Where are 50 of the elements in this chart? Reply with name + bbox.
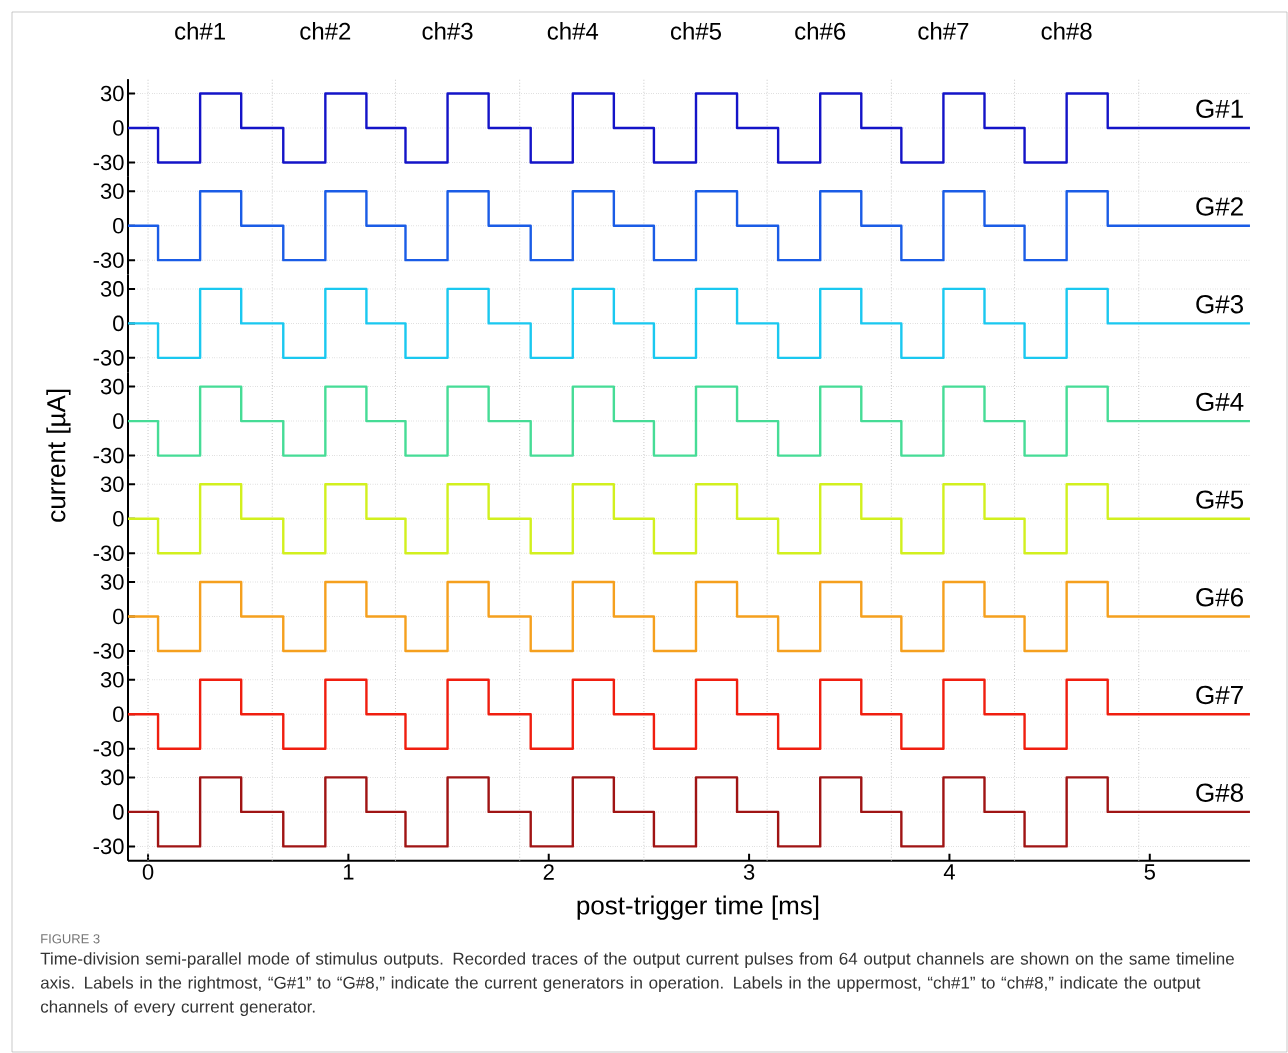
y-tick-label: 0 [113,804,124,820]
annotation: ch#4 [547,22,599,40]
caption: FIGURE 3 [41,934,100,944]
x-tick-label: 5 [1144,864,1155,880]
y-tick-label: 30 [100,476,124,493]
annotation: ch#6 [795,22,846,40]
y-tick-label: 0 [113,413,124,429]
series-label: G#2 [1196,197,1243,216]
y-tick-label: 30 [100,183,124,199]
y-tick-label: -30 [93,838,124,855]
x-tick-label: 0 [142,864,154,880]
y-tick-label: 30 [100,281,124,297]
series-label: G#7 [1196,685,1243,705]
y-tick-label: 30 [100,769,124,786]
annotation: ch#1 [175,22,225,40]
annotation: ch#7 [918,22,969,40]
annotation: ch#5 [670,22,721,40]
y-axis-title: current [µA] [46,389,71,522]
y-tick-label: -30 [93,545,124,562]
y-tick-label: 0 [113,217,124,234]
y-tick-label: -30 [93,350,124,366]
x-axis-title: post-trigger time [ms] [577,895,819,920]
x-tick-label: 4 [943,864,955,880]
series-label: G#5 [1196,490,1244,509]
y-tick-label: -30 [93,740,124,757]
series-label: G#8 [1196,783,1244,802]
x-tick-label: 2 [543,864,554,880]
y-tick-label: 0 [113,315,124,332]
y-tick-label: 30 [100,671,124,688]
x-tick-label: 1 [343,864,354,880]
y-tick-label: -30 [93,643,124,659]
series-label: G#6 [1196,588,1243,607]
y-tick-label: 0 [113,706,124,722]
series-label: G#4 [1196,392,1244,412]
y-tick-label: -30 [93,447,124,464]
annotation: ch#3 [422,22,473,40]
y-tick-label: 0 [113,608,124,625]
annotation: ch#2 [300,22,351,40]
y-tick-label: 30 [100,378,124,395]
annotation: ch#8 [1041,22,1092,40]
x-tick-label: 3 [743,864,755,880]
y-tick-label: -30 [93,154,124,171]
y-tick-label: 30 [100,85,124,102]
series-label: G#1 [1196,99,1243,119]
y-tick-label: 0 [113,511,124,527]
y-tick-label: -30 [93,252,124,268]
y-tick-label: 30 [100,574,124,590]
text: Time-division semi-parallel mode of stimulus outputs. Recorded traces of the output current pulses from 64 output channels are shown on the same timeline axis. Labels in the rightmost, “G#1” to “G#8,” indicate the current generators in operation. Labels in the uppermost, “ch#1” to “ch#8,” indicate the output channels of every current generator. [40,952,1234,1017]
y-tick-label: 0 [113,120,124,136]
series-label: G#3 [1196,295,1243,314]
